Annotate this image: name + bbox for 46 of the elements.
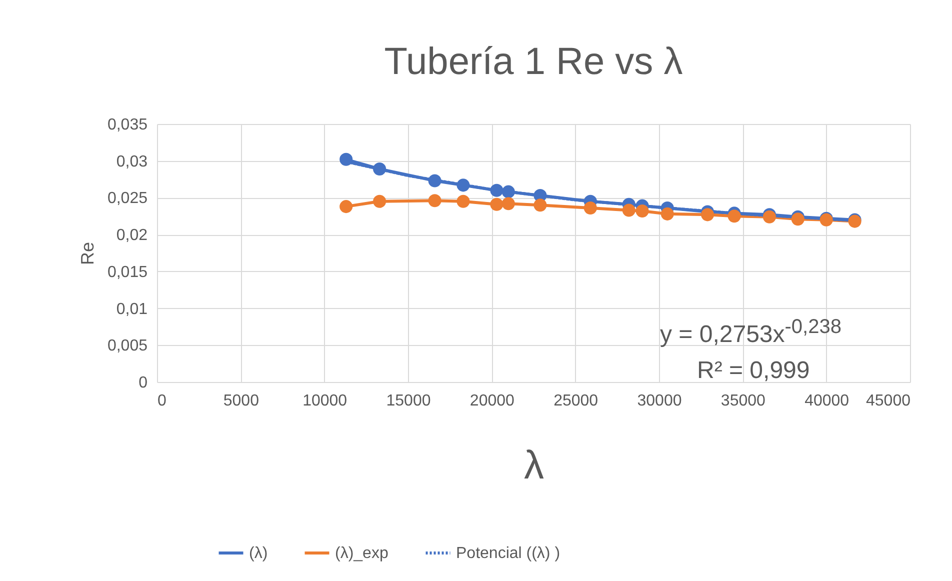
x-tick-label: 45000 xyxy=(866,392,911,410)
point xyxy=(636,204,649,218)
point xyxy=(622,204,636,217)
point xyxy=(373,194,386,208)
x-tick-label: 0 xyxy=(158,392,166,410)
point xyxy=(428,194,442,208)
x-tick-label: 20000 xyxy=(470,392,515,410)
y-tick-label: 0,03 xyxy=(116,153,148,170)
y-tick-label: 0,005 xyxy=(107,338,148,355)
point xyxy=(584,202,597,215)
x-tick-label: 15000 xyxy=(386,392,431,410)
x-axis-title: λ xyxy=(524,444,544,488)
x-tick-label: 25000 xyxy=(554,392,598,410)
point xyxy=(502,197,515,210)
x-tick-label: 40000 xyxy=(804,392,850,410)
point xyxy=(791,212,804,226)
point xyxy=(534,198,547,212)
point xyxy=(340,200,353,214)
y-tick-label: 0,035 xyxy=(107,116,148,134)
annotation: y = 0,2753x$^{-0,238}$ xyxy=(660,316,842,349)
x-tick-label: 5000 xyxy=(223,392,260,410)
y-tick-label: 0,025 xyxy=(107,190,148,208)
x-tick-label: 10000 xyxy=(302,392,348,410)
point xyxy=(428,174,442,188)
y-tick-label: 0,015 xyxy=(107,264,148,281)
point xyxy=(456,194,470,208)
legend-label: (λ)_exp xyxy=(335,545,388,562)
point xyxy=(728,210,741,223)
point xyxy=(456,178,470,192)
annotation: R² = 0,999 xyxy=(697,357,810,385)
point xyxy=(502,185,515,198)
point xyxy=(490,198,504,211)
legend-label: Potencial ((λ) ) xyxy=(456,545,560,562)
x-tick-label: 30000 xyxy=(637,392,682,410)
y-tick-label: 0 xyxy=(138,374,148,392)
y-tick-label: 0,02 xyxy=(116,227,148,244)
chart-title: Tubería 1 Re vs λ xyxy=(384,41,683,83)
y-tick-label: 0,01 xyxy=(116,300,148,318)
point xyxy=(373,162,386,176)
point xyxy=(660,207,674,220)
point xyxy=(701,208,714,222)
x-tick-label: 35000 xyxy=(720,392,766,410)
legend-label: (λ) xyxy=(249,545,268,562)
point xyxy=(340,152,353,166)
y-axis-title: Re xyxy=(77,242,98,266)
point xyxy=(490,184,504,197)
